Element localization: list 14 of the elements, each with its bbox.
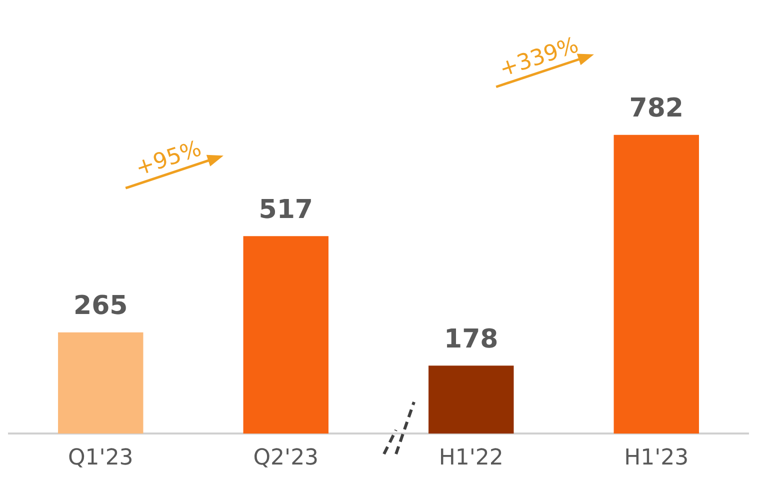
text: +339% (496, 33, 582, 82)
annotation: +95% (132, 136, 205, 182)
x-tick-label: Q2'23 (253, 446, 319, 471)
x-tick-label: H1'22 (438, 446, 504, 471)
data-label: 517 (258, 194, 314, 225)
bar (428, 366, 514, 434)
x-tick-label: Q1'23 (68, 446, 134, 471)
data-label: 782 (629, 94, 684, 124)
bar (58, 332, 144, 434)
data-label: 178 (444, 324, 498, 354)
bar (243, 236, 328, 434)
data-label: 265 (73, 291, 128, 322)
x-tick-label: H1'23 (624, 446, 689, 471)
bar (614, 134, 699, 434)
